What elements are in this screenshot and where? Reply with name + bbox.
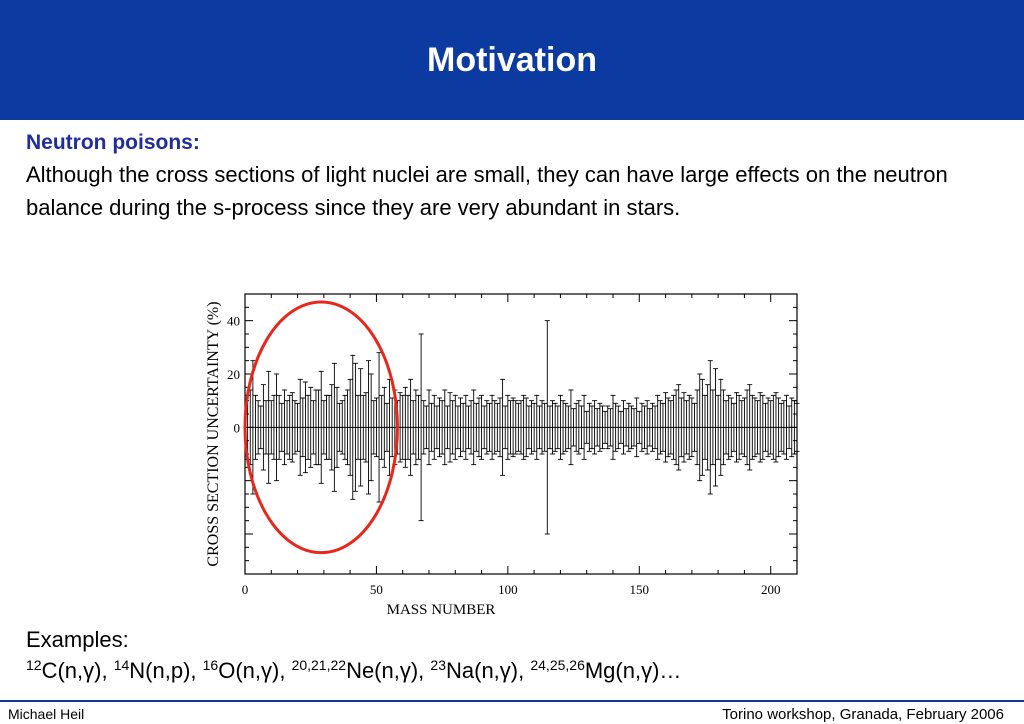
x-tick-label: 150 [630,582,650,597]
footer-divider [0,700,1024,702]
reaction: Na(n,γ), [446,658,531,683]
footer-author: Michael Heil [8,706,85,722]
reaction: C(n,γ), [41,658,114,683]
title-bar: Motivation [0,0,1024,120]
example-item: 14N(n,p), [114,658,203,683]
x-tick-label: 50 [370,582,383,597]
y-axis-label: CROSS SECTION UNCERTAINTY (%) [205,301,222,566]
examples: Examples: 12C(n,γ), 14N(n,p), 16O(n,γ), … [26,624,681,686]
x-axis-label: MASS NUMBER [387,602,496,616]
reaction: Mg(n,γ)… [584,658,682,683]
mass-number: 20,21,22 [291,657,347,673]
x-tick-label: 200 [761,582,781,597]
y-tick-label: 20 [227,367,240,382]
footer-event: Torino workshop, Granada, February 2006 [722,706,1004,723]
reaction: O(n,γ), [218,658,292,683]
subhead: Neutron poisons: [26,131,200,154]
intro-text: Neutron poisons: Although the cross sect… [26,128,986,224]
highlight-ellipse [243,300,399,555]
examples-list: 12C(n,γ), 14N(n,p), 16O(n,γ), 20,21,22Ne… [26,655,681,686]
example-item: 23Na(n,γ), [430,658,530,683]
example-item: 24,25,26Mg(n,γ)… [530,658,681,683]
example-item: 16O(n,γ), [203,658,292,683]
reaction: N(n,p), [129,658,203,683]
mass-number: 14 [113,657,130,673]
slide-title: Motivation [427,40,597,79]
examples-label: Examples: [26,627,129,652]
mass-number: 24,25,26 [530,657,585,673]
y-tick-label: 0 [234,420,241,435]
mass-number: 23 [430,657,446,673]
x-tick-label: 100 [498,582,518,597]
reaction: Ne(n,γ), [346,658,431,683]
y-tick-label: 40 [227,314,240,329]
example-item: 12C(n,γ), [26,658,114,683]
example-item: 20,21,22Ne(n,γ), [292,658,431,683]
x-tick-label: 0 [242,582,249,597]
mass-number: 16 [202,657,219,673]
uncertainty-chart: 0 50 100 150 200 0 20 40 CROSS SECTION UNCERTAI… [205,293,800,616]
mass-number: 12 [26,657,42,673]
paragraph: Although the cross sections of light nuc… [26,162,948,220]
axes: 0 50 100 150 200 0 20 40 [227,293,798,597]
